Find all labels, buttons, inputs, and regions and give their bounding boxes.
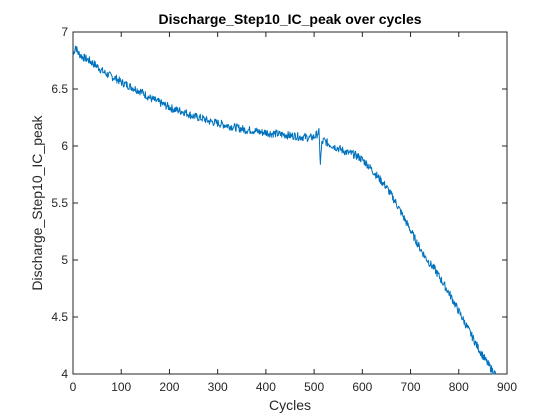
x-tick-label: 100 (111, 380, 131, 394)
y-tick-label: 4.5 (51, 310, 68, 324)
y-axis-label: Discharge_Step10_IC_peak (29, 114, 45, 290)
x-tick-label: 900 (497, 380, 517, 394)
y-tick-label: 4 (61, 367, 68, 381)
y-tick-label: 6.5 (51, 82, 68, 96)
x-tick-label: 800 (449, 380, 469, 394)
y-axis-ticks: 4 4.5 5 5.5 6 6.5 7 (51, 25, 507, 381)
series-line (72, 45, 497, 375)
x-tick-label: 0 (70, 380, 77, 394)
x-axis-ticks: 0 100 200 300 400 500 600 700 800 900 (70, 32, 517, 394)
x-tick-label: 500 (304, 380, 324, 394)
x-tick-label: 300 (208, 380, 228, 394)
x-tick-label: 600 (352, 380, 372, 394)
x-tick-label: 200 (159, 380, 179, 394)
x-axis-label: Cycles (269, 397, 311, 413)
y-tick-label: 5.5 (51, 196, 68, 210)
y-tick-label: 6 (61, 139, 68, 153)
x-tick-label: 700 (401, 380, 421, 394)
x-tick-label: 400 (256, 380, 276, 394)
chart-title: Discharge_Step10_IC_peak over cycles (158, 11, 421, 27)
y-tick-label: 5 (61, 253, 68, 267)
plot-area: 0 100 200 300 400 500 600 700 800 900 4 4.5 5 5.5 6 6.… (51, 25, 517, 394)
y-tick-label: 7 (61, 25, 68, 39)
